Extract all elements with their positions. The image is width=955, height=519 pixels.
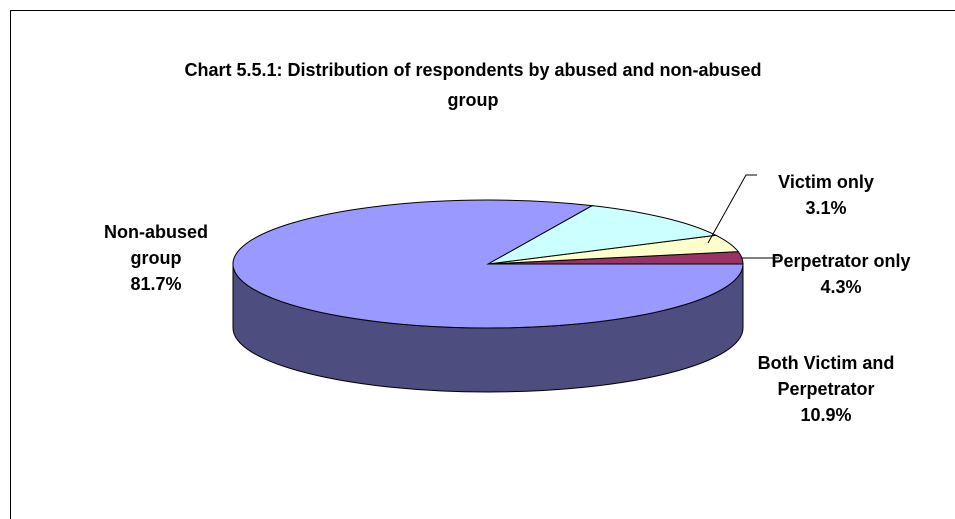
slice-value-label: 4.3%: [820, 277, 861, 297]
slice-value-label: 10.9%: [800, 405, 851, 425]
slice-category-label: group: [131, 248, 182, 268]
chart-area: Chart 5.5.1: Distribution of respondents…: [10, 10, 955, 519]
pie-slice-3: [232, 199, 744, 329]
leader-line-0: [707, 174, 757, 244]
label-leader-lines: [707, 174, 779, 259]
slice-labels: Victim only 3.1% Perpetrator only 4.3% Both …: [104, 172, 911, 425]
slice-label-2: Both Victim and Perpetrator 10.9%: [758, 353, 895, 425]
pie-slice-2: [487, 205, 718, 265]
slice-category-label: Victim only: [778, 172, 874, 192]
slice-value-label: 3.1%: [805, 198, 846, 218]
chart-title-line-2: group: [448, 90, 499, 110]
slice-value-label: 81.7%: [130, 274, 181, 294]
chart-title-line-1: Chart 5.5.1: Distribution of respondents…: [184, 60, 761, 80]
pie-chart-3d: Chart 5.5.1: Distribution of respondents…: [104, 60, 911, 425]
slice-label-3: Non-abused group 81.7%: [104, 222, 208, 294]
slice-category-label: Non-abused: [104, 222, 208, 242]
slice-label-1: Perpetrator only 4.3%: [771, 251, 910, 297]
pie-tops: [232, 199, 744, 329]
slice-category-label: Both Victim and: [758, 353, 895, 373]
slice-category-label: Perpetrator: [777, 379, 874, 399]
slice-category-label: Perpetrator only: [771, 251, 910, 271]
slice-label-0: Victim only 3.1%: [778, 172, 874, 218]
